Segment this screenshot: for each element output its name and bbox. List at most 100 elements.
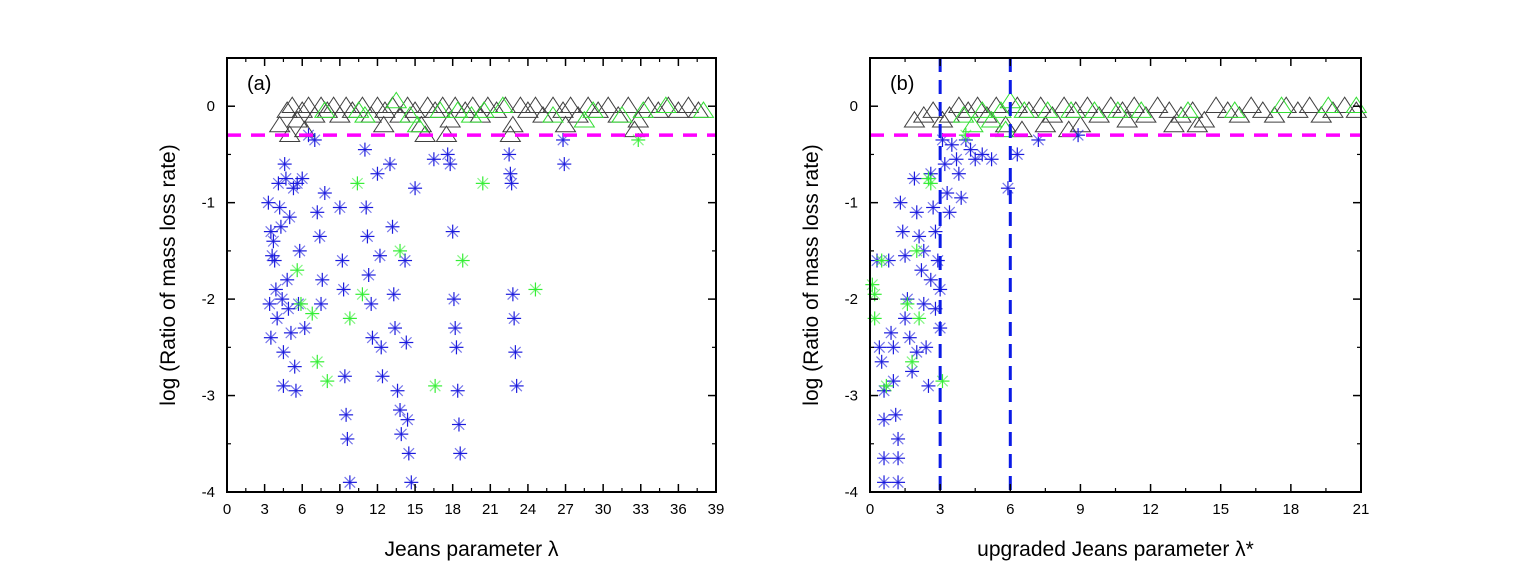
triangle-marker bbox=[554, 115, 577, 133]
asterisk-marker bbox=[399, 335, 414, 350]
asterisk-marker bbox=[954, 190, 969, 205]
asterisk-marker bbox=[292, 243, 307, 258]
triangle-marker bbox=[1053, 96, 1075, 114]
triangle-marker bbox=[1317, 96, 1340, 114]
asterisk-marker bbox=[895, 224, 910, 239]
asterisk-marker bbox=[893, 195, 908, 210]
triangle-marker bbox=[922, 101, 945, 118]
triangle-marker bbox=[416, 96, 439, 114]
triangle-marker bbox=[994, 115, 1017, 133]
x-tick-label: 9 bbox=[1076, 501, 1084, 518]
triangle-marker bbox=[374, 101, 396, 118]
asterisk-marker bbox=[877, 412, 892, 427]
asterisk-marker bbox=[315, 272, 330, 287]
triangle-marker bbox=[1088, 105, 1111, 123]
series-asterisks-blue bbox=[870, 128, 1086, 490]
asterisk-marker bbox=[951, 166, 966, 181]
triangle-marker bbox=[632, 101, 655, 118]
asterisk-marker bbox=[867, 287, 882, 302]
triangle-marker bbox=[444, 96, 467, 114]
triangle-marker bbox=[439, 110, 462, 128]
asterisk-marker bbox=[263, 330, 278, 345]
triangle-marker bbox=[1041, 105, 1064, 123]
asterisk-marker bbox=[443, 157, 458, 172]
asterisk-marker bbox=[339, 407, 354, 422]
asterisk-marker bbox=[426, 152, 441, 167]
asterisk-marker bbox=[342, 475, 357, 490]
triangle-marker bbox=[1310, 105, 1333, 123]
asterisk-marker bbox=[293, 296, 308, 311]
series-triangles-green bbox=[313, 91, 715, 133]
asterisk-marker bbox=[963, 142, 978, 157]
triangle-marker bbox=[1130, 101, 1153, 118]
y-tick-label: -1 bbox=[202, 195, 215, 212]
panel-a-ticks: 0 3 6 9 12 15 18 21 24 27 30 33 36 390-1-2-3-4 bbox=[202, 58, 724, 518]
triangle-marker bbox=[372, 115, 395, 133]
triangle-marker bbox=[353, 105, 376, 123]
triangle-marker bbox=[297, 96, 320, 114]
asterisk-marker bbox=[365, 330, 380, 345]
asterisk-marker bbox=[282, 210, 297, 225]
triangle-marker bbox=[1286, 101, 1309, 118]
asterisk-marker bbox=[400, 412, 415, 427]
triangle-marker bbox=[268, 115, 291, 133]
x-tick-label: 9 bbox=[336, 501, 344, 518]
y-tick-label: -3 bbox=[202, 388, 215, 405]
triangle-marker bbox=[677, 96, 700, 114]
triangle-marker bbox=[404, 101, 427, 118]
asterisk-marker bbox=[886, 374, 901, 389]
asterisk-marker bbox=[404, 475, 419, 490]
triangle-marker bbox=[322, 96, 345, 114]
panel-a-frame bbox=[226, 57, 717, 493]
asterisk-marker bbox=[449, 340, 464, 355]
x-tick-label: 21 bbox=[1353, 501, 1370, 518]
asterisk-marker bbox=[312, 229, 327, 244]
triangle-marker bbox=[1322, 101, 1344, 118]
triangle-marker bbox=[1205, 96, 1227, 114]
asterisk-marker bbox=[283, 325, 298, 340]
asterisk-marker bbox=[393, 403, 408, 418]
triangle-marker bbox=[607, 105, 630, 123]
triangle-marker bbox=[637, 96, 660, 114]
y-tick-label: -2 bbox=[845, 291, 858, 308]
asterisk-marker bbox=[359, 200, 374, 215]
panel-b-chart: 0 3 6 9 12 15 18 21 0 -1 -2 -3 -4 (b) upgraded Jeans… bbox=[800, 57, 1370, 561]
triangle-marker bbox=[980, 110, 1003, 128]
series-asterisks-green bbox=[290, 132, 646, 393]
triangle-marker bbox=[966, 96, 989, 114]
triangle-marker bbox=[903, 110, 926, 128]
triangle-marker bbox=[351, 96, 374, 114]
asterisk-marker bbox=[273, 219, 288, 234]
asterisk-marker bbox=[891, 431, 906, 446]
triangle-marker bbox=[1240, 96, 1263, 114]
asterisk-marker bbox=[374, 340, 389, 355]
asterisk-marker bbox=[451, 417, 466, 432]
triangle-marker bbox=[476, 96, 499, 114]
asterisk-marker bbox=[874, 253, 889, 268]
asterisk-marker bbox=[310, 205, 325, 220]
asterisk-marker bbox=[455, 253, 470, 268]
triangle-marker bbox=[1223, 101, 1246, 118]
asterisk-marker bbox=[921, 378, 936, 393]
asterisk-marker bbox=[317, 186, 332, 201]
asterisk-marker bbox=[900, 296, 915, 311]
asterisk-marker bbox=[270, 311, 285, 326]
x-tick-label: 18 bbox=[1283, 501, 1300, 518]
asterisk-marker bbox=[276, 378, 291, 393]
asterisk-marker bbox=[944, 137, 959, 152]
asterisk-marker bbox=[287, 359, 302, 374]
x-tick-label: 3 bbox=[260, 501, 268, 518]
asterisk-marker bbox=[277, 157, 292, 172]
triangle-marker bbox=[667, 101, 690, 118]
triangle-marker bbox=[617, 96, 640, 114]
triangle-marker bbox=[366, 96, 389, 114]
x-tick-label: 21 bbox=[482, 501, 499, 518]
asterisk-marker bbox=[278, 171, 293, 186]
asterisk-marker bbox=[877, 475, 892, 490]
asterisk-marker bbox=[930, 253, 945, 268]
triangle-marker bbox=[1163, 115, 1185, 133]
triangle-marker bbox=[961, 115, 984, 133]
series-triangles-green bbox=[952, 91, 1368, 138]
panel-a-y-axis-title: log (Ratio of mass loss rate) bbox=[157, 144, 180, 405]
